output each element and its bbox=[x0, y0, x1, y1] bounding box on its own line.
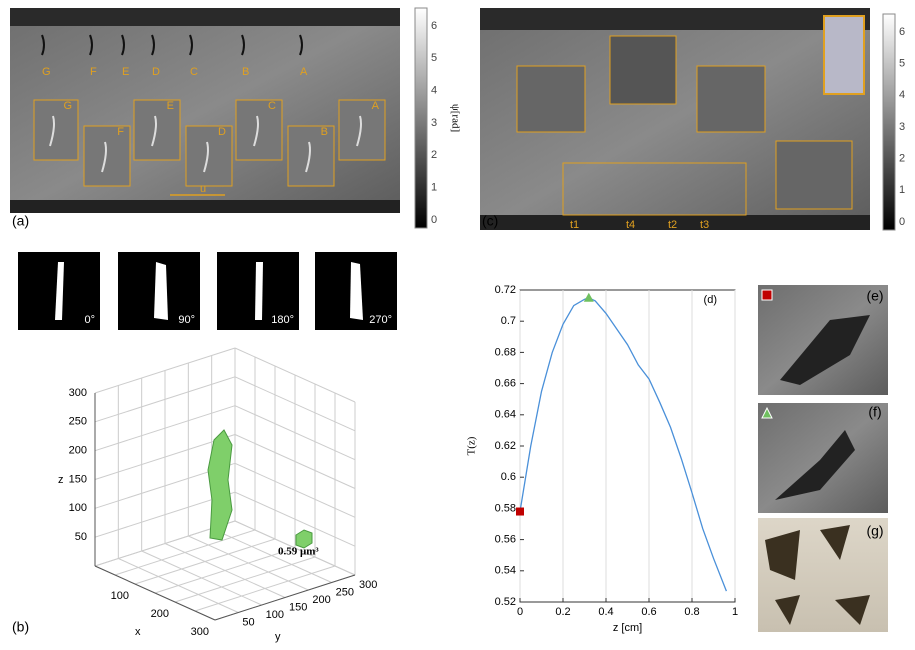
colorbar-tick: 3 bbox=[899, 121, 905, 133]
x-tick-label: 0 bbox=[517, 606, 523, 618]
y-tick-label: 200 bbox=[312, 594, 330, 606]
colorbar-tick: 1 bbox=[431, 182, 437, 194]
rotation-label: 270° bbox=[369, 314, 392, 326]
tag: A bbox=[372, 100, 380, 112]
marker bbox=[516, 508, 524, 516]
panel-label: (f) bbox=[868, 404, 881, 420]
y-tick-label: 0.68 bbox=[495, 346, 516, 358]
z-tick-label: 250 bbox=[69, 416, 87, 428]
x-tick-label: 100 bbox=[111, 590, 129, 602]
y-tick-label: 0.54 bbox=[495, 565, 516, 577]
panel-label: (g) bbox=[866, 523, 883, 539]
y-tick-label: 150 bbox=[289, 601, 307, 613]
y-tick-label: 0.66 bbox=[495, 378, 516, 390]
colorbar-tick: 4 bbox=[431, 85, 437, 97]
rotation-label: 0° bbox=[84, 314, 95, 326]
panel-label: (e) bbox=[866, 288, 883, 304]
tag: t1 bbox=[570, 219, 579, 231]
tag: t4 bbox=[626, 219, 635, 231]
y-tick-label: 250 bbox=[336, 586, 354, 598]
colorbar-tick: 4 bbox=[899, 89, 905, 101]
y-tick-label: 0.52 bbox=[495, 596, 516, 608]
z-tick-label: 100 bbox=[69, 502, 87, 514]
z-tick-label: 150 bbox=[69, 473, 87, 485]
z-tick-label: 200 bbox=[69, 445, 87, 457]
colorbar-tick: 2 bbox=[899, 153, 905, 165]
tag: F bbox=[117, 126, 124, 138]
colorbar-tick: 5 bbox=[431, 52, 437, 64]
tag: E bbox=[167, 100, 174, 112]
tag: D bbox=[218, 126, 226, 138]
y-tick-label: 100 bbox=[266, 609, 284, 621]
x-tick-label: 0.8 bbox=[684, 606, 699, 618]
colorbar-tick: 6 bbox=[899, 26, 905, 38]
tag: G bbox=[42, 66, 51, 78]
colorbar-tick: 6 bbox=[431, 20, 437, 32]
x-tick-label: 0.4 bbox=[598, 606, 613, 618]
z-tick-label: 300 bbox=[69, 387, 87, 399]
tag: B bbox=[321, 126, 328, 138]
tag: G bbox=[63, 100, 72, 112]
colorbar bbox=[415, 8, 427, 228]
plot-area bbox=[520, 290, 735, 602]
panel-label: (b) bbox=[12, 619, 29, 635]
colorbar-tick: 0 bbox=[431, 214, 437, 226]
x-tick-label: 1 bbox=[732, 606, 738, 618]
grid-line bbox=[188, 536, 308, 590]
y-tick-label: 0.64 bbox=[495, 409, 516, 421]
silhouettes bbox=[18, 252, 397, 330]
y-tick-label: 50 bbox=[242, 616, 254, 628]
y-tick-label: 0.62 bbox=[495, 440, 516, 452]
tag: E bbox=[122, 66, 129, 78]
y-axis-label: T(z) bbox=[466, 436, 478, 455]
tag: C bbox=[268, 100, 276, 112]
colorbar-tick: 5 bbox=[899, 58, 905, 70]
panel-label: (c) bbox=[482, 213, 498, 229]
y-tick-label: 0.58 bbox=[495, 502, 516, 514]
figure: (a)(b)(c)(e)(f)(g)0123456ψ[rad]0123456ψ[… bbox=[0, 0, 915, 645]
y-label: y bbox=[275, 631, 281, 643]
tag: t2 bbox=[668, 219, 677, 231]
colorbar-tick: 3 bbox=[431, 117, 437, 129]
colorbar-tick: 1 bbox=[899, 184, 905, 196]
z-label: z bbox=[58, 474, 64, 486]
x-tick-label: 200 bbox=[151, 608, 169, 620]
x-tick-label: 0.2 bbox=[555, 606, 570, 618]
tag: C bbox=[190, 66, 198, 78]
y-tick-label: 0.56 bbox=[495, 534, 516, 546]
x-tick-label: 0.6 bbox=[641, 606, 656, 618]
y-tick-label: 0.6 bbox=[501, 471, 516, 483]
panel-label: (a) bbox=[12, 213, 29, 229]
y-tick-label: 0.7 bbox=[501, 315, 516, 327]
x-tick-label: 300 bbox=[191, 626, 209, 638]
panel-images bbox=[758, 285, 888, 632]
x-label: x bbox=[135, 626, 141, 638]
rotation-label: 90° bbox=[178, 314, 195, 326]
colorbar-label: ψ[rad] bbox=[449, 104, 461, 132]
tag: F bbox=[90, 66, 97, 78]
chart-annotation: (d) bbox=[704, 294, 717, 306]
x-axis-label: z [cm] bbox=[613, 622, 642, 634]
tag: A bbox=[300, 66, 308, 78]
arrow-label: u bbox=[200, 183, 206, 195]
panel-c-image bbox=[480, 8, 870, 230]
tag: D bbox=[152, 66, 160, 78]
z-tick-label: 50 bbox=[75, 531, 87, 543]
grid-line bbox=[165, 544, 285, 598]
colorbar-tick: 2 bbox=[431, 149, 437, 161]
rotation-label: 180° bbox=[271, 314, 294, 326]
colorbar-tick: 0 bbox=[899, 216, 905, 228]
y-tick-label: 0.72 bbox=[495, 284, 516, 296]
tag: t3 bbox=[700, 219, 709, 231]
tag: B bbox=[242, 66, 249, 78]
y-tick-label: 300 bbox=[359, 579, 377, 591]
colorbar bbox=[883, 14, 895, 230]
volume-label: 0.59 μm³ bbox=[278, 546, 319, 558]
